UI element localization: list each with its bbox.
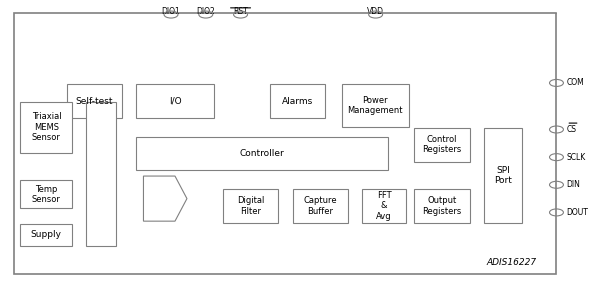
FancyBboxPatch shape (20, 224, 73, 246)
FancyBboxPatch shape (269, 84, 324, 118)
FancyBboxPatch shape (484, 128, 522, 223)
Text: CS: CS (566, 125, 576, 134)
Text: ADIS16227: ADIS16227 (486, 258, 536, 267)
FancyBboxPatch shape (15, 13, 557, 274)
FancyBboxPatch shape (136, 137, 388, 170)
Text: DIN: DIN (566, 180, 580, 189)
Text: I/O: I/O (169, 97, 181, 106)
Text: COM: COM (566, 79, 584, 87)
Text: Power
Management: Power Management (348, 96, 403, 115)
Text: FFT
&
Avg: FFT & Avg (376, 191, 392, 221)
FancyBboxPatch shape (223, 189, 278, 223)
Text: Triaxial
MEMS
Sensor: Triaxial MEMS Sensor (31, 112, 61, 142)
FancyBboxPatch shape (20, 180, 73, 208)
Text: Supply: Supply (31, 230, 62, 239)
Text: VDD: VDD (367, 7, 384, 16)
Polygon shape (144, 176, 187, 221)
Text: Control
Registers: Control Registers (423, 135, 462, 155)
Text: DIO1: DIO1 (161, 7, 180, 16)
FancyBboxPatch shape (362, 189, 406, 223)
FancyBboxPatch shape (414, 189, 469, 223)
FancyBboxPatch shape (342, 84, 408, 127)
Text: Temp
Sensor: Temp Sensor (32, 184, 61, 204)
Text: Self-test: Self-test (76, 97, 113, 106)
Text: Capture
Buffer: Capture Buffer (303, 196, 337, 216)
Text: Digital
Filter: Digital Filter (237, 196, 264, 216)
FancyBboxPatch shape (293, 189, 348, 223)
Text: SPI
Port: SPI Port (494, 166, 512, 185)
FancyBboxPatch shape (20, 102, 73, 153)
Text: Output
Registers: Output Registers (423, 196, 462, 216)
Text: SCLK: SCLK (566, 153, 586, 162)
Text: Controller: Controller (240, 149, 285, 158)
Text: Alarms: Alarms (281, 97, 313, 106)
Text: DIO2: DIO2 (196, 7, 215, 16)
FancyBboxPatch shape (67, 84, 122, 118)
FancyBboxPatch shape (414, 128, 469, 162)
FancyBboxPatch shape (136, 84, 215, 118)
Text: DOUT: DOUT (566, 208, 588, 217)
FancyBboxPatch shape (86, 102, 116, 246)
Text: RST: RST (233, 7, 248, 16)
